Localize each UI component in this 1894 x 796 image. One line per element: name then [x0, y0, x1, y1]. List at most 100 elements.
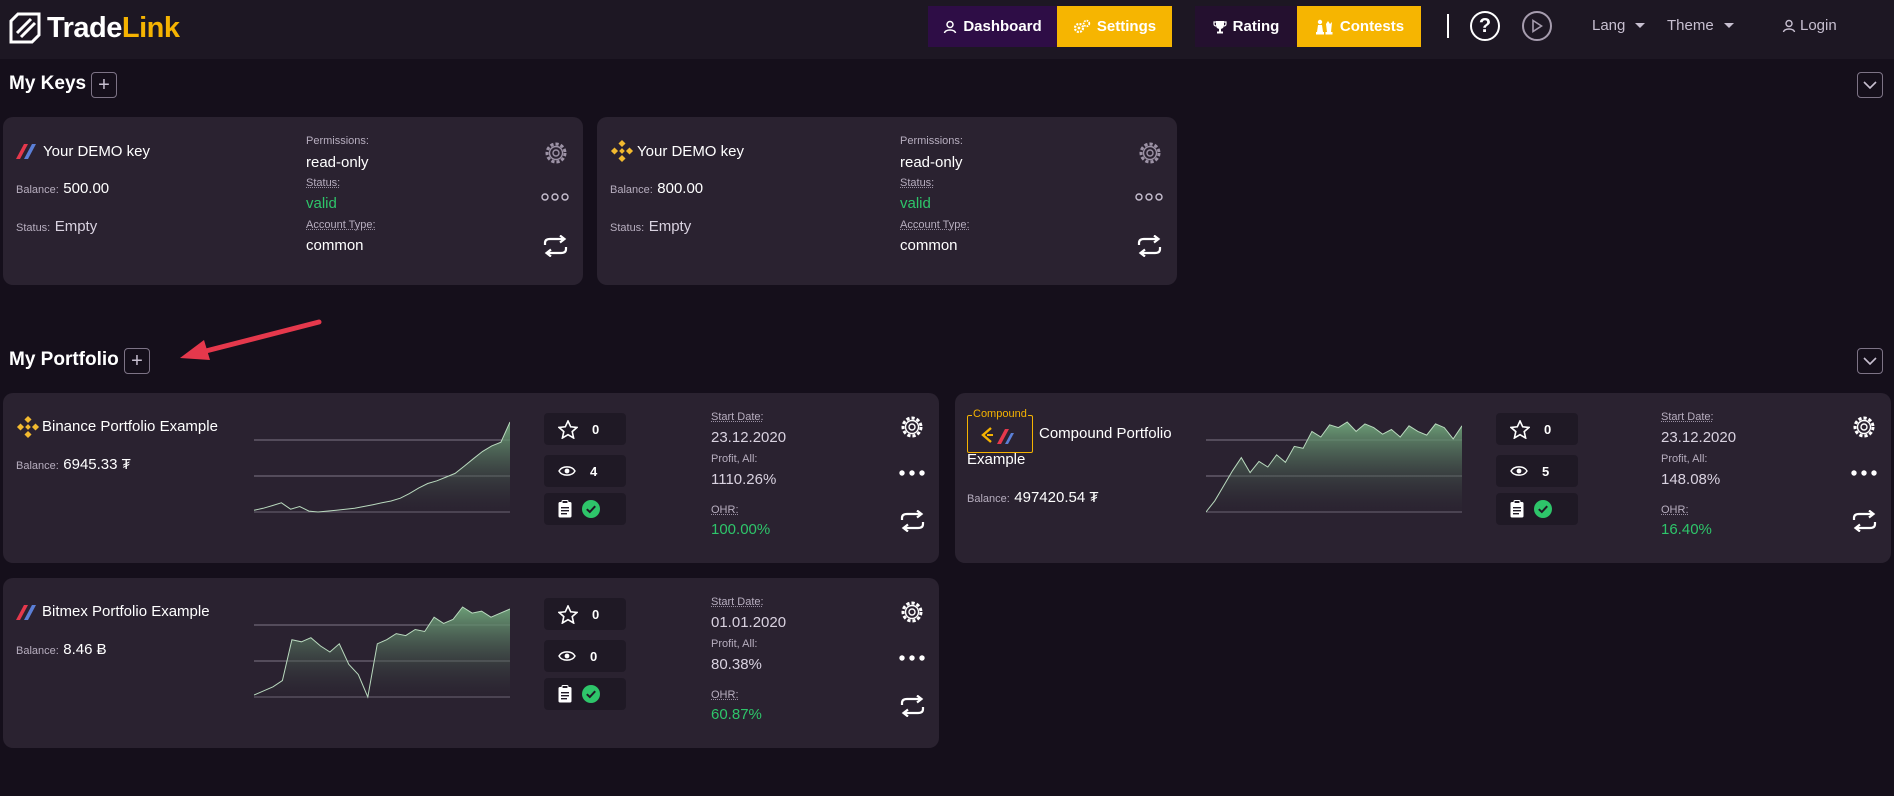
portfolio-sparkline [254, 421, 510, 514]
key-balance: Balance: 800.00 [610, 180, 704, 197]
ohr-label: OHR: [711, 689, 739, 701]
contests-button[interactable]: Contests [1297, 6, 1421, 47]
collapse-portfolio-button[interactable] [1857, 348, 1883, 374]
clipboard-icon [558, 685, 572, 703]
start-date-label: Start Date: [711, 411, 764, 423]
star-icon [558, 604, 578, 624]
sparkline-line [1206, 421, 1462, 513]
eye-icon [1510, 466, 1528, 476]
add-portfolio-button[interactable]: + [124, 348, 150, 374]
theme-label: Theme [1667, 17, 1714, 34]
clipboard-icon [1510, 500, 1524, 518]
stars-counter[interactable]: 0 [544, 598, 626, 630]
gear-icon[interactable] [899, 414, 925, 440]
more-options-icon[interactable] [541, 193, 569, 201]
sparkline-area [1206, 422, 1462, 514]
pointer-arrow [180, 319, 322, 360]
status-label: Status: [306, 177, 341, 189]
refresh-icon[interactable] [542, 235, 569, 257]
bitmex-icon [16, 605, 36, 620]
check-circle-icon [582, 685, 600, 703]
chevron-down-icon [1863, 357, 1877, 365]
check-circle-icon [582, 500, 600, 518]
gears-icon [1073, 19, 1091, 33]
key-card: Your DEMO key Balance: 500.00 Status: Em… [3, 117, 583, 285]
ohr-value: 16.40% [1661, 521, 1712, 538]
brand-logo[interactable]: TradeLink [8, 8, 180, 48]
rating-button[interactable]: Rating [1195, 6, 1297, 47]
key-status: Status: Empty [610, 218, 692, 235]
eye-icon [558, 466, 576, 476]
permissions-label: Permissions: [900, 135, 963, 147]
my-keys-title: My Keys [9, 73, 87, 94]
bitmex-icon [16, 144, 36, 159]
status-label: Status: [900, 177, 935, 189]
dashboard-button[interactable]: Dashboard [928, 6, 1057, 47]
star-icon [1510, 419, 1530, 439]
key-name: Your DEMO key [43, 143, 150, 160]
login-button[interactable]: Login [1782, 17, 1837, 34]
views-count: 4 [590, 463, 598, 479]
more-options-icon[interactable] [1851, 470, 1877, 476]
my-portfolio-title: My Portfolio [9, 349, 119, 370]
user-icon [944, 20, 957, 33]
login-label: Login [1800, 17, 1837, 34]
verification-status [544, 678, 626, 710]
gear-icon[interactable] [1137, 140, 1163, 166]
sparkline-line [254, 421, 510, 513]
refresh-icon[interactable] [899, 695, 926, 717]
permissions-label: Permissions: [306, 135, 369, 147]
dashboard-label: Dashboard [963, 18, 1042, 35]
more-options-icon[interactable] [1135, 193, 1163, 201]
key-card: Your DEMO key Balance: 800.00 Status: Em… [597, 117, 1177, 285]
theme-dropdown[interactable]: Theme [1667, 17, 1734, 34]
clipboard-icon [558, 500, 572, 518]
portfolio-sparkline [254, 606, 510, 699]
add-key-button[interactable]: + [91, 72, 117, 98]
help-icon[interactable]: ? [1470, 11, 1500, 41]
play-icon[interactable] [1522, 11, 1552, 41]
sparkline-line [254, 606, 510, 699]
stars-count: 0 [592, 606, 600, 622]
rating-label: Rating [1232, 18, 1280, 35]
ohr-label: OHR: [711, 504, 739, 516]
status-value: valid [306, 195, 337, 212]
gear-icon[interactable] [543, 140, 569, 166]
refresh-icon[interactable] [1851, 510, 1878, 532]
sparkline-area [254, 422, 510, 514]
profit-label: Profit, All: [711, 638, 758, 650]
compound-badge: Compound [967, 408, 1033, 453]
profit-value: 1110.26% [711, 471, 777, 488]
stars-counter[interactable]: 0 [544, 413, 626, 445]
portfolio-card[interactable]: Bitmex Portfolio Example Balance: 8.46 Ƀ… [3, 578, 939, 748]
profit-value: 80.38% [711, 656, 762, 673]
account-type-value: common [900, 237, 958, 254]
status-value: valid [900, 195, 931, 212]
start-date-value: 01.01.2020 [711, 614, 787, 631]
gear-icon[interactable] [899, 599, 925, 625]
brand-name: TradeLink [47, 11, 180, 44]
account-type-label: Account Type: [306, 219, 376, 231]
gear-icon[interactable] [1851, 414, 1877, 440]
refresh-icon[interactable] [899, 510, 926, 532]
user-icon [1782, 19, 1796, 32]
start-date-value: 23.12.2020 [1661, 429, 1737, 446]
portfolio-name: Binance Portfolio Example [42, 418, 218, 435]
portfolio-balance: Balance: 8.46 Ƀ [16, 641, 107, 658]
ohr-value: 60.87% [711, 706, 762, 723]
settings-button[interactable]: Settings [1057, 6, 1172, 47]
ohr-label: OHR: [1661, 504, 1689, 516]
collapse-keys-button[interactable] [1857, 72, 1883, 98]
portfolio-name: Compound Portfolio [1039, 425, 1172, 442]
compound-icon [981, 427, 1014, 444]
stars-count: 0 [1544, 421, 1552, 437]
portfolio-card[interactable]: Binance Portfolio Example Balance: 6945.… [3, 393, 939, 563]
stars-counter[interactable]: 0 [1496, 413, 1578, 445]
refresh-icon[interactable] [1136, 235, 1163, 257]
chevron-down-icon [1723, 23, 1734, 28]
lang-dropdown[interactable]: Lang [1592, 17, 1646, 34]
portfolio-card[interactable]: Compound Compound Portfolio Example Bala… [955, 393, 1891, 563]
more-options-icon[interactable] [899, 655, 925, 661]
binance-icon [16, 415, 40, 439]
more-options-icon[interactable] [899, 470, 925, 476]
